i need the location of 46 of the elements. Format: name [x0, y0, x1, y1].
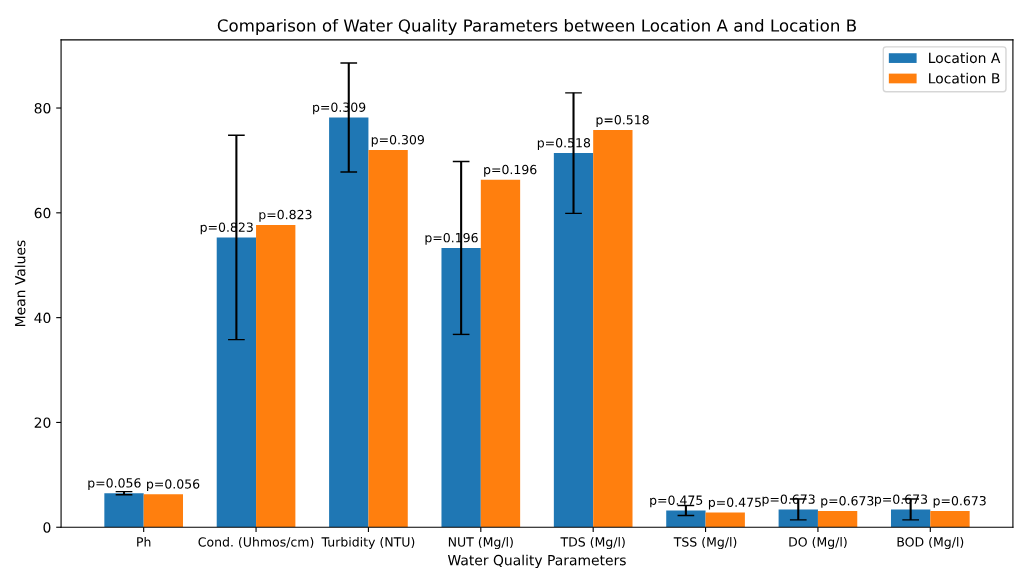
x-axis-title: Water Quality Parameters — [447, 554, 626, 569]
x-tick-label: BOD (Mg/l) — [897, 536, 964, 550]
bar — [666, 510, 706, 528]
annotation: p=0.475 — [650, 495, 703, 508]
bar — [553, 153, 594, 528]
bar — [890, 509, 931, 528]
bar — [368, 149, 408, 528]
y-tick-label: 80 — [34, 102, 51, 114]
bar — [143, 494, 184, 528]
bar — [441, 247, 481, 528]
bar — [216, 237, 257, 528]
x-tick-label: TSS (Mg/l) — [673, 536, 737, 550]
annotation: p=0.056 — [147, 479, 200, 492]
annotation: p=0.673 — [875, 494, 928, 507]
y-axis-title: Mean Values — [14, 240, 26, 327]
legend-label: Location A — [929, 52, 1001, 64]
bar — [705, 512, 745, 528]
annotation: p=0.309 — [371, 134, 424, 147]
bar — [104, 493, 144, 528]
bar — [930, 511, 970, 528]
annotation: p=0.823 — [259, 209, 312, 222]
x-tick-label: Cond. (Uhmos/cm) — [198, 536, 314, 549]
annotation: p=0.673 — [762, 494, 815, 507]
bar — [778, 509, 818, 528]
bar — [817, 511, 858, 528]
x-tick-label: DO (Mg/l) — [789, 536, 847, 550]
chart-title: Comparison of Water Quality Parameters between Location A and Location B — [217, 18, 856, 36]
x-tick-label: Turbidity (NTU) — [321, 536, 415, 550]
x-tick-label: TDS (Mg/l) — [560, 536, 625, 550]
annotation: p=0.056 — [88, 478, 141, 491]
legend-label: Location B — [929, 72, 1000, 84]
annotation: p=0.518 — [596, 115, 649, 127]
annotation: p=0.196 — [484, 164, 537, 177]
y-tick-label: 0 — [43, 522, 51, 533]
annotation: p=0.475 — [708, 497, 761, 510]
bar — [256, 224, 296, 528]
y-tick-label: 20 — [34, 417, 51, 428]
annotation: p=0.673 — [933, 495, 986, 508]
bar — [329, 117, 369, 528]
bar — [593, 130, 633, 528]
x-tick-label: NUT (Mg/l) — [448, 536, 513, 550]
y-tick-label: 40 — [34, 312, 51, 324]
annotation: p=0.673 — [821, 495, 874, 508]
y-tick-label: 60 — [34, 207, 51, 219]
x-tick-label: Ph — [137, 536, 151, 547]
bar — [480, 179, 521, 528]
